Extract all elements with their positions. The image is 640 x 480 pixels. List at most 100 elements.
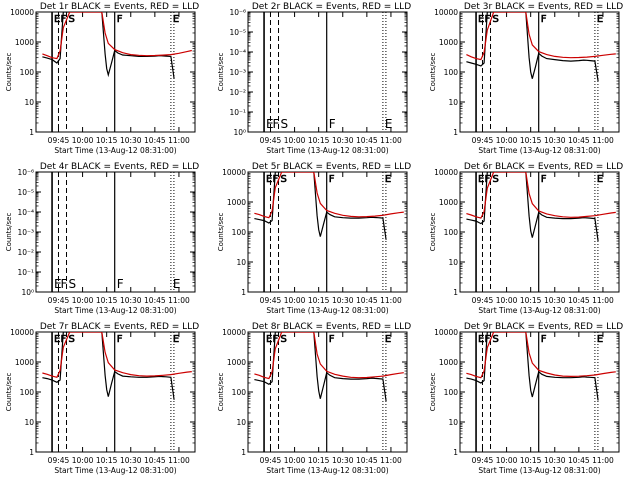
event-marker-label: F bbox=[60, 14, 66, 25]
event-marker-label: E bbox=[266, 117, 274, 131]
detector-panel-7: Det 7r BLACK = Events, RED = LLD 1 10 100 10… bbox=[5, 322, 199, 475]
panel-title: Det 7r BLACK = Events, RED = LLD bbox=[40, 322, 199, 332]
detector-panel-4: Det 4r BLACK = Events, RED = LLD 10⁰ 10⁻¹ 1… bbox=[5, 162, 199, 315]
x-tick-label: 10:00 bbox=[496, 296, 518, 305]
events-series-line bbox=[254, 172, 387, 240]
event-marker-label: E bbox=[54, 14, 60, 25]
y-tick-label: 10⁻⁴ bbox=[17, 208, 34, 217]
y-tick-label: 10 bbox=[236, 418, 246, 427]
x-tick-label: 10:30 bbox=[120, 296, 142, 305]
x-tick-label: 10:15 bbox=[308, 456, 330, 465]
x-tick-label: 10:00 bbox=[284, 456, 306, 465]
y-tick-label: 10 bbox=[24, 418, 34, 427]
x-tick-label: 09:45 bbox=[260, 136, 282, 145]
y-tick-label: 1 bbox=[453, 288, 458, 297]
y-axis-label: Counts/sec bbox=[429, 213, 437, 252]
x-tick-label: 10:30 bbox=[332, 296, 354, 305]
y-tick-label: 10000 bbox=[10, 8, 34, 17]
event-marker-label: E bbox=[478, 14, 484, 25]
y-tick-label: 100 bbox=[20, 68, 35, 77]
event-marker-label: S bbox=[493, 334, 499, 345]
event-marker-label: F bbox=[272, 174, 278, 185]
y-tick-label: 1000 bbox=[439, 38, 458, 47]
x-tick-label: 10:15 bbox=[520, 136, 542, 145]
event-marker-label: S bbox=[69, 334, 75, 345]
y-tick-label: 10⁻⁵ bbox=[229, 28, 246, 37]
x-tick-label: 11:00 bbox=[592, 136, 614, 145]
x-tick-label: 10:45 bbox=[356, 136, 378, 145]
x-tick-label: 11:00 bbox=[592, 296, 614, 305]
y-tick-label: 10000 bbox=[10, 328, 34, 337]
y-tick-label: 10⁻¹ bbox=[17, 268, 34, 277]
x-tick-label: 10:45 bbox=[144, 296, 166, 305]
detector-panel-5: Det 5r BLACK = Events, RED = LLD 1 10 100 10… bbox=[217, 162, 411, 315]
y-tick-label: 10000 bbox=[434, 168, 458, 177]
event-marker-label: F bbox=[484, 334, 490, 345]
y-tick-label: 10000 bbox=[222, 328, 246, 337]
event-marker-label: F bbox=[484, 174, 490, 185]
y-tick-label: 1000 bbox=[15, 358, 34, 367]
event-marker-label: F bbox=[484, 14, 490, 25]
event-marker-label: S bbox=[69, 14, 75, 25]
panel-title: Det 2r BLACK = Events, RED = LLD bbox=[252, 2, 411, 12]
x-tick-label: 10:30 bbox=[332, 136, 354, 145]
y-tick-label: 1000 bbox=[15, 38, 34, 47]
lld-series-line bbox=[42, 12, 192, 60]
x-axis-label: Start Time (13-Aug-12 08:31:00) bbox=[478, 306, 600, 315]
x-tick-label: 11:00 bbox=[168, 456, 190, 465]
event-marker-label: F bbox=[117, 277, 124, 291]
events-series-line bbox=[466, 172, 599, 242]
event-marker-label: S bbox=[493, 174, 499, 185]
event-marker-label: F bbox=[541, 14, 547, 25]
x-tick-label: 10:00 bbox=[72, 296, 94, 305]
y-tick-label: 10000 bbox=[434, 8, 458, 17]
y-tick-label: 10⁻¹ bbox=[229, 108, 246, 117]
y-tick-label: 100 bbox=[232, 228, 247, 237]
event-marker-label: E bbox=[173, 14, 179, 25]
x-tick-label: 10:30 bbox=[120, 136, 142, 145]
x-tick-label: 11:00 bbox=[168, 136, 190, 145]
y-tick-label: 10⁰ bbox=[233, 128, 246, 137]
y-axis-label: Counts/sec bbox=[5, 53, 13, 92]
x-tick-label: 09:45 bbox=[472, 456, 494, 465]
lld-series-line bbox=[466, 12, 616, 61]
panel-title: Det 8r BLACK = Events, RED = LLD bbox=[252, 322, 411, 332]
y-axis-label: Counts/sec bbox=[5, 373, 13, 412]
y-tick-label: 10⁻⁶ bbox=[229, 8, 246, 17]
x-tick-label: 11:00 bbox=[592, 456, 614, 465]
event-marker-label: F bbox=[60, 277, 67, 291]
event-marker-label: S bbox=[281, 117, 289, 131]
x-tick-label: 10:00 bbox=[72, 136, 94, 145]
event-marker-label: E bbox=[385, 174, 391, 185]
x-tick-label: 11:00 bbox=[380, 136, 402, 145]
x-axis-label: Start Time (13-Aug-12 08:31:00) bbox=[478, 146, 600, 155]
x-tick-label: 11:00 bbox=[380, 456, 402, 465]
event-marker-label: F bbox=[60, 334, 66, 345]
event-marker-label: S bbox=[281, 174, 287, 185]
lld-series-line bbox=[466, 172, 616, 219]
x-axis-label: Start Time (13-Aug-12 08:31:00) bbox=[54, 306, 176, 315]
y-axis-label: Counts/sec bbox=[429, 53, 437, 92]
detector-panel-1: Det 1r BLACK = Events, RED = LLD 1 10 100 10… bbox=[5, 2, 199, 155]
event-marker-label: E bbox=[478, 334, 484, 345]
x-tick-label: 10:45 bbox=[568, 136, 590, 145]
events-series-line bbox=[466, 12, 599, 82]
y-axis-label: Counts/sec bbox=[429, 373, 437, 412]
detector-panel-6: Det 6r BLACK = Events, RED = LLD 1 10 100 10… bbox=[429, 162, 623, 315]
x-tick-label: 10:30 bbox=[544, 296, 566, 305]
event-marker-label: E bbox=[54, 277, 62, 291]
x-tick-label: 10:00 bbox=[284, 296, 306, 305]
y-tick-label: 10⁻⁴ bbox=[229, 48, 246, 57]
x-tick-label: 10:15 bbox=[96, 296, 118, 305]
y-tick-label: 100 bbox=[444, 388, 459, 397]
x-axis-label: Start Time (13-Aug-12 08:31:00) bbox=[266, 146, 388, 155]
x-tick-label: 10:45 bbox=[356, 456, 378, 465]
event-marker-label: E bbox=[266, 334, 272, 345]
x-axis-label: Start Time (13-Aug-12 08:31:00) bbox=[54, 146, 176, 155]
x-tick-label: 11:00 bbox=[168, 296, 190, 305]
event-marker-label: E bbox=[385, 334, 391, 345]
detector-panel-2: Det 2r BLACK = Events, RED = LLD 10⁰ 10⁻¹ 1… bbox=[217, 2, 411, 155]
x-tick-label: 10:45 bbox=[144, 136, 166, 145]
panel-title: Det 9r BLACK = Events, RED = LLD bbox=[464, 322, 623, 332]
